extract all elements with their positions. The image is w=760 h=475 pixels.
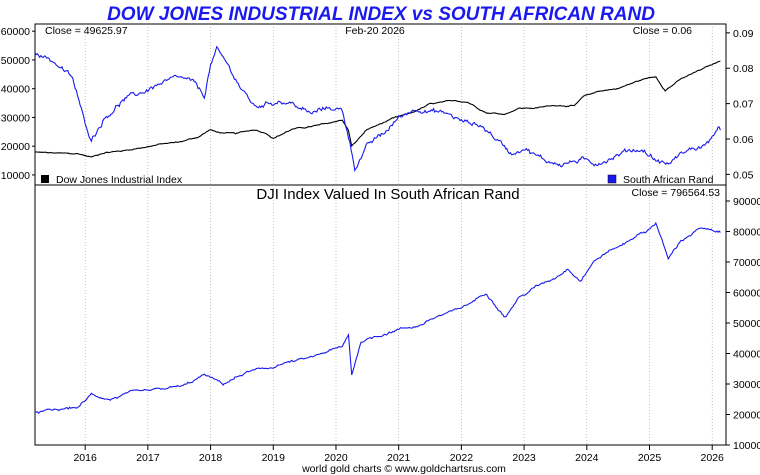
x-tick-label: 2025 [638, 452, 662, 464]
top-right-tick-label: 0.07 [733, 99, 754, 111]
top-right-tick-label: 0.06 [733, 134, 754, 146]
dow-close-label: Close = 49625.97 [45, 25, 128, 37]
top-left-axis: 60000 50000 40000 30000 20000 10000 [1, 26, 35, 182]
x-tick-label: 2021 [387, 452, 411, 464]
x-tick-label: 2022 [450, 452, 474, 464]
x-axis: 2016 2017 2018 2019 2020 2021 2022 2023 2024 2025… [73, 445, 724, 464]
date-label: Feb-20 2026 [345, 25, 405, 37]
bottom-right-tick-label: 500000 [733, 318, 760, 330]
bottom-panel-frame [34, 184, 727, 446]
top-right-tick-label: 0.08 [733, 63, 754, 75]
chart-title: DOW JONES INDUSTRIAL INDEX vs SOUTH AFRI… [107, 4, 655, 25]
top-left-tick-label: 50000 [1, 55, 30, 67]
bottom-panel-grid [84, 185, 713, 445]
top-left-tick-label: 40000 [1, 84, 30, 96]
x-tick-label: 2018 [199, 452, 223, 464]
bottom-right-tick-label: 200000 [733, 410, 760, 422]
x-tick-label: 2020 [324, 452, 348, 464]
top-right-tick-label: 0.09 [733, 28, 754, 40]
dji-in-rand-series-line [34, 221, 721, 414]
dow-legend-swatch [41, 175, 49, 183]
bottom-panel-lines [34, 221, 721, 414]
bottom-right-tick-label: 300000 [733, 379, 760, 391]
top-left-tick-label: 10000 [1, 170, 30, 182]
top-panel-lines [34, 45, 721, 172]
top-left-tick-label: 60000 [1, 26, 30, 38]
footer-credit: world gold charts © www.goldchartsrus.co… [301, 463, 506, 475]
dow-series-line [34, 60, 721, 158]
bottom-right-tick-label: 600000 [733, 288, 760, 300]
bottom-right-tick-label: 700000 [733, 257, 760, 269]
x-tick-label: 2017 [136, 452, 160, 464]
x-tick-label: 2023 [512, 452, 536, 464]
bottom-right-tick-label: 900000 [733, 196, 760, 208]
top-right-tick-label: 0.05 [733, 169, 754, 181]
bottom-right-tick-label: 800000 [733, 227, 760, 239]
top-panel-frame [34, 23, 727, 186]
top-right-axis: 0.09 0.08 0.07 0.06 0.05 [726, 28, 754, 181]
bottom-right-axis: 900000 800000 700000 600000 500000 400000 3000… [726, 196, 760, 452]
x-tick-label: 2019 [262, 452, 286, 464]
bottom-close-label: Close = 796564.53 [632, 187, 721, 199]
bottom-right-tick-label: 400000 [733, 349, 760, 361]
top-left-tick-label: 20000 [1, 141, 30, 153]
bottom-panel-title: DJI Index Valued In South African Rand [256, 186, 519, 203]
x-tick-label: 2016 [73, 452, 97, 464]
rand-series-line [34, 45, 721, 172]
rand-legend-label: South African Rand [623, 174, 714, 186]
x-tick-label: 2024 [575, 452, 599, 464]
dow-legend-label: Dow Jones Industrial Index [56, 174, 183, 186]
rand-legend-swatch [607, 174, 617, 184]
rand-close-label: Close = 0.06 [633, 25, 692, 37]
top-left-tick-label: 30000 [1, 112, 30, 124]
x-tick-label: 2026 [701, 452, 725, 464]
